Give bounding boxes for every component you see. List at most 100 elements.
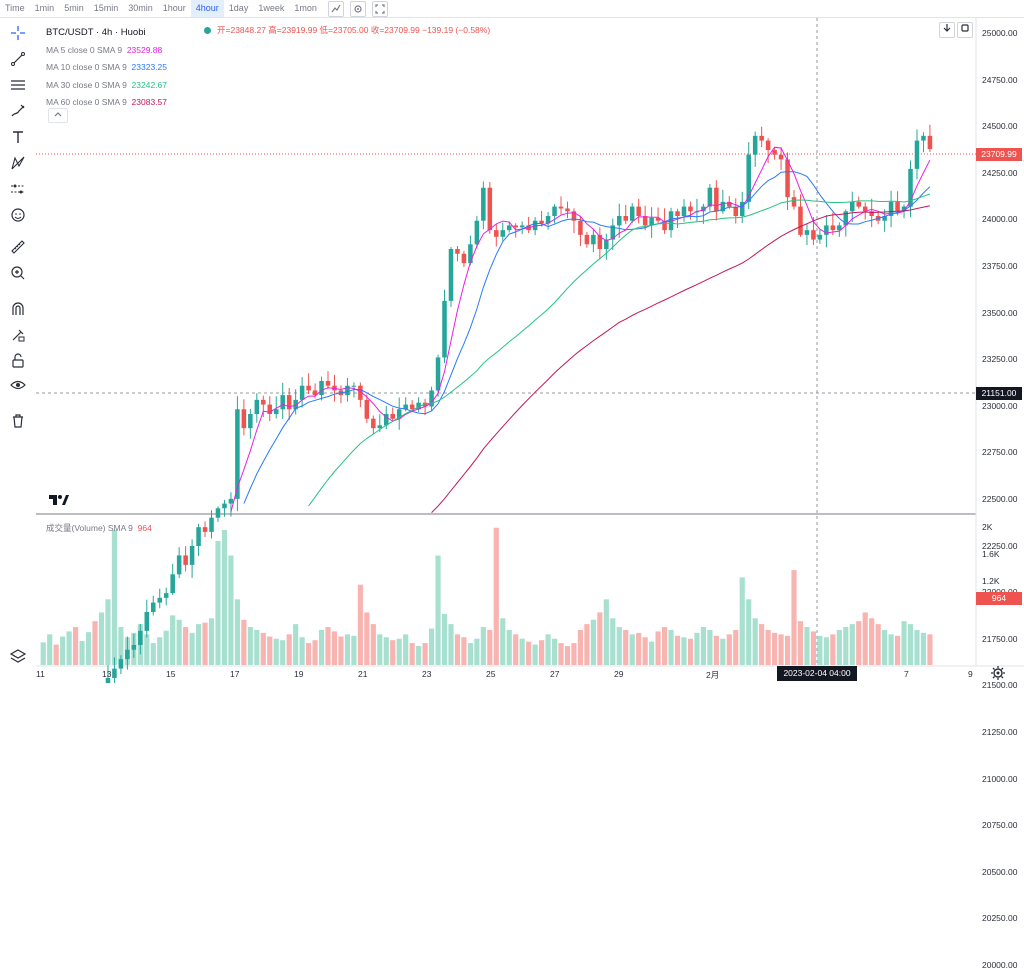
volume-bar xyxy=(894,635,901,665)
candle xyxy=(209,517,214,532)
trend-line-icon[interactable] xyxy=(9,50,27,68)
unlock-icon[interactable] xyxy=(9,352,27,370)
price-axis-tick: 23250.00 xyxy=(982,354,1018,365)
ruler-icon[interactable] xyxy=(9,238,27,256)
interval-time[interactable]: Time xyxy=(5,3,25,13)
collapse-legend-button[interactable] xyxy=(48,108,68,123)
candle xyxy=(131,645,137,650)
interval-4hour[interactable]: 4hour xyxy=(190,0,224,17)
candle xyxy=(921,135,926,141)
zoom-in-icon[interactable] xyxy=(9,264,27,282)
volume-bar xyxy=(195,624,202,665)
volume-legend[interactable]: 成交量(Volume) SMA 9 964 xyxy=(46,522,152,534)
crosshair-icon[interactable] xyxy=(9,24,27,42)
volume-bar xyxy=(377,634,383,665)
layers-icon[interactable] xyxy=(9,648,27,664)
candle xyxy=(688,206,693,212)
trash-icon[interactable] xyxy=(9,412,27,430)
volume-bar xyxy=(221,529,228,665)
price-axis-tick: 21250.00 xyxy=(982,727,1018,737)
candle xyxy=(772,150,777,155)
ma10-value: 23323.25 xyxy=(131,62,167,72)
volume-bar xyxy=(189,632,195,665)
candle xyxy=(448,249,454,301)
volume-bar xyxy=(493,527,499,665)
candle xyxy=(597,234,603,249)
eye-icon[interactable] xyxy=(9,376,27,394)
candle xyxy=(824,225,829,235)
pattern-icon[interactable] xyxy=(9,154,27,172)
volume-bar xyxy=(759,624,765,665)
interval-5min[interactable]: 5min xyxy=(64,3,84,13)
restore-icon[interactable] xyxy=(957,22,973,38)
candle xyxy=(811,230,816,240)
candle xyxy=(733,206,739,216)
volume-bar xyxy=(260,632,266,665)
lock-drawing-icon[interactable] xyxy=(9,326,27,344)
candle xyxy=(163,593,169,598)
tradingview-logo[interactable] xyxy=(48,493,70,507)
volume-bar xyxy=(60,636,66,665)
volume-bar xyxy=(513,634,519,665)
candle xyxy=(468,244,473,264)
volume-bar xyxy=(416,646,422,665)
interval-1mon[interactable]: 1mon xyxy=(294,3,317,13)
ma-line-10 xyxy=(243,171,931,504)
symbol-title[interactable]: BTC/USDT · 4h · Huobi xyxy=(46,24,167,42)
price-axis-tick: 24250.00 xyxy=(982,167,1018,178)
volume-bar xyxy=(364,612,370,665)
prediction-icon[interactable] xyxy=(9,180,27,198)
ma60-legend[interactable]: MA 60 close 0 SMA 9 23083.57 xyxy=(46,94,167,112)
candle xyxy=(293,399,298,410)
brush-icon[interactable] xyxy=(9,102,27,120)
volume-bar xyxy=(668,629,674,665)
horizontal-lines-icon[interactable] xyxy=(9,76,27,94)
candle xyxy=(636,206,641,216)
volume-bar xyxy=(318,629,325,665)
interval-30min[interactable]: 30min xyxy=(128,3,153,13)
magnet-icon[interactable] xyxy=(9,300,27,318)
interval-1min[interactable]: 1min xyxy=(34,3,55,13)
candle xyxy=(655,217,661,221)
download-icon[interactable] xyxy=(939,22,955,38)
candle xyxy=(487,187,493,231)
candle xyxy=(649,217,654,226)
candle xyxy=(105,678,111,683)
candle xyxy=(280,395,285,410)
gear-icon[interactable] xyxy=(991,666,1005,683)
candle xyxy=(442,300,447,358)
volume-bar xyxy=(649,641,655,665)
volume-bar xyxy=(791,570,797,665)
settings-icon[interactable] xyxy=(349,0,366,17)
candle xyxy=(895,201,900,212)
volume-bar xyxy=(157,637,163,665)
volume-bar xyxy=(914,629,920,665)
volume-bar xyxy=(713,635,719,665)
fullscreen-icon[interactable] xyxy=(371,0,388,17)
ma30-legend[interactable]: MA 30 close 0 SMA 9 23242.67 xyxy=(46,77,167,95)
volume-bar xyxy=(797,621,804,665)
interval-15min[interactable]: 15min xyxy=(93,3,119,13)
time-axis-tick: 7 xyxy=(904,669,909,679)
volume-bar xyxy=(487,629,493,665)
interval-1day[interactable]: 1day xyxy=(228,3,249,13)
ma-line-5 xyxy=(230,146,931,513)
ma-lines xyxy=(230,146,931,513)
volume-bar xyxy=(409,643,415,665)
ma10-legend[interactable]: MA 10 close 0 SMA 9 23323.25 xyxy=(46,59,167,77)
ma5-legend[interactable]: MA 5 close 0 SMA 9 23529.88 xyxy=(46,42,167,60)
candle xyxy=(623,216,629,221)
volume-bar xyxy=(687,638,694,665)
candle xyxy=(118,659,124,669)
candle xyxy=(604,239,609,249)
chart-type-icon[interactable] xyxy=(327,0,344,17)
candle xyxy=(351,385,357,387)
volume-bar xyxy=(461,637,467,665)
text-icon[interactable] xyxy=(9,128,27,146)
interval-1week[interactable]: 1week xyxy=(258,3,285,13)
ma30-label: MA 30 close 0 SMA 9 xyxy=(46,79,127,90)
interval-1hour[interactable]: 1hour xyxy=(162,3,186,13)
candlestick-chart[interactable] xyxy=(0,0,1024,683)
candle xyxy=(345,385,350,396)
emoji-icon[interactable] xyxy=(9,206,27,224)
